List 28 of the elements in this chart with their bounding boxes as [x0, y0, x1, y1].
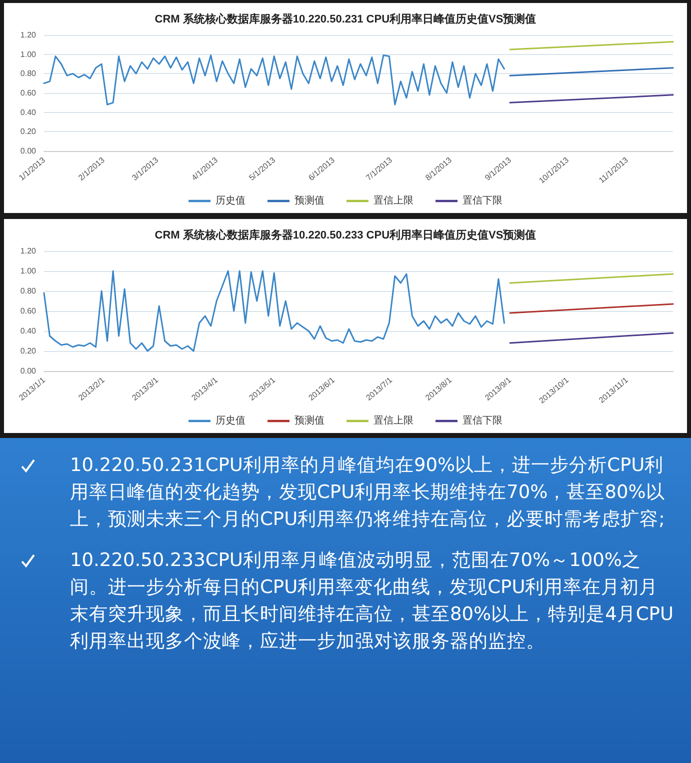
y-tick-label: 0.40 — [20, 326, 37, 336]
legend-label: 预测值 — [294, 194, 324, 206]
y-tick-label: 0.60 — [20, 306, 37, 316]
y-tick-label: 0.80 — [20, 286, 37, 296]
y-tick-label: 0.20 — [20, 127, 37, 136]
text: 10.220.50.233CPU利用率月峰值波动明显，范围在70%～100%之间。进一步分析每日的CPU利用率变化曲线，发现CPU利用率在月初月末有突升现象，而且长时间维持在高位，甚至80%以上，特别是4月CPU利用率出现多个波峰，应进一步加强对该服务器的监控。 — [70, 549, 675, 654]
y-tick-label: 0.00 — [20, 146, 37, 156]
legend-label: 置信下限 — [462, 414, 502, 426]
y-tick-label: 1.00 — [20, 50, 37, 59]
y-tick-label: 0.00 — [20, 366, 37, 376]
y-tick-label: 1.20 — [20, 246, 37, 256]
y-tick-label: 1.00 — [20, 266, 37, 276]
line-series — [43, 54, 505, 106]
legend-label: 置信上限 — [374, 414, 414, 426]
legend-label: 置信上限 — [374, 194, 414, 206]
legend-label: 置信下限 — [462, 194, 502, 206]
chart-title: CRM 系统核心数据库服务器10.220.50.231 CPU利用率日峰值历史值VS预测值 — [154, 12, 536, 26]
legend-label: 历史值 — [216, 414, 246, 426]
chart-title: CRM 系统核心数据库服务器10.220.50.233 CPU利用率日峰值历史值VS预测值 — [154, 228, 536, 242]
y-tick-label: 1.20 — [20, 30, 37, 40]
y-tick-label: 0.20 — [20, 346, 37, 356]
legend-label: 预测值 — [294, 414, 324, 426]
y-tick-label: 0.40 — [20, 108, 37, 117]
y-tick-label: 0.80 — [20, 69, 37, 78]
line-series — [43, 270, 505, 352]
legend-label: 历史值 — [216, 194, 246, 206]
y-tick-label: 0.60 — [20, 88, 37, 98]
text: 10.220.50.231CPU利用率的月峰值均在90%以上，进一步分析CPU利用率日峰值的变化趋势，发现CPU利用率长期维持在70%，甚至80%以上，预测未来三个月的CPU利用率仍将维持在高位，必要时需考虑扩容; — [70, 454, 666, 532]
